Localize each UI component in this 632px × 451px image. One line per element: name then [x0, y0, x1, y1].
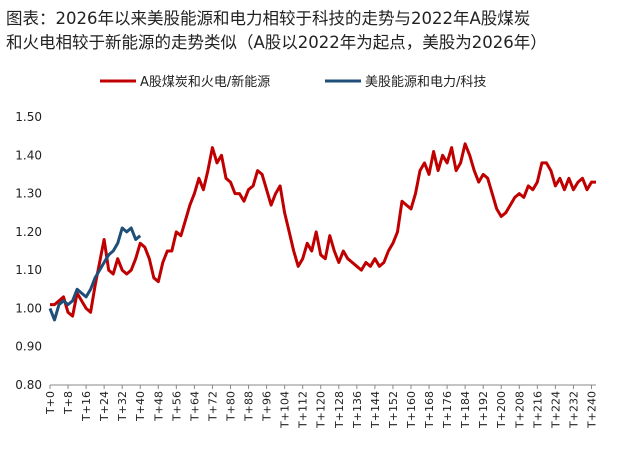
series-line: [48, 226, 142, 322]
x-tick-label: T+168: [423, 391, 436, 429]
legend-label: A股煤炭和火电/新能源: [140, 74, 270, 90]
y-tick-label: 1.10: [15, 263, 42, 277]
x-tick-label: T+128: [333, 391, 346, 429]
x-tick-label: T+104: [279, 391, 292, 429]
y-tick-label: 0.90: [15, 340, 42, 354]
x-tick-label: T+32: [116, 391, 129, 422]
x-tick-label: T+144: [369, 391, 382, 429]
x-tick-label: T+48: [152, 391, 165, 422]
x-tick-label: T+224: [549, 391, 562, 429]
x-tick-label: T+240: [585, 391, 598, 429]
y-tick-label: 1.40: [15, 148, 42, 162]
x-tick-label: T+208: [513, 391, 526, 429]
x-tick-label: T+232: [567, 391, 580, 429]
y-tick-label: 0.80: [15, 378, 42, 392]
x-tick-label: T+200: [495, 391, 508, 429]
x-tick-label: T+176: [441, 391, 454, 429]
x-tick-label: T+56: [170, 391, 183, 422]
x-tick-label: T+184: [459, 391, 472, 429]
x-tick-label: T+64: [188, 391, 201, 422]
x-tick-label: T+40: [134, 391, 147, 422]
x-tick-label: T+16: [80, 391, 93, 422]
x-tick-label: T+216: [531, 391, 544, 429]
x-tick-label: T+24: [98, 391, 111, 422]
y-tick-label: 1.30: [15, 187, 42, 201]
y-tick-label: 1.00: [15, 301, 42, 315]
x-tick-label: T+160: [405, 391, 418, 429]
x-tick-label: T+152: [387, 391, 400, 429]
legend-label: 美股能源和电力/科技: [365, 75, 486, 90]
x-tick-label: T+80: [224, 391, 237, 422]
chart-title: 图表：2026年以来美股能源和电力相较于科技的走势与2022年A股煤炭: [6, 9, 530, 28]
x-tick-label: T+96: [261, 391, 274, 422]
y-tick-label: 1.20: [15, 225, 42, 239]
x-tick-label: T+0: [44, 391, 57, 415]
series-line: [50, 142, 596, 318]
x-tick-label: T+72: [206, 391, 219, 422]
y-tick-label: 1.50: [15, 110, 42, 124]
x-tick-label: T+192: [477, 391, 490, 429]
x-tick-label: T+88: [243, 391, 256, 422]
x-tick-label: T+120: [315, 391, 328, 429]
x-tick-label: T+112: [297, 391, 310, 429]
chart-title: 和火电相较于新能源的走势类似（A股以2022年为起点，美股为2026年）: [6, 33, 547, 52]
x-tick-label: T+136: [351, 391, 364, 429]
x-tick-label: T+8: [62, 391, 75, 415]
